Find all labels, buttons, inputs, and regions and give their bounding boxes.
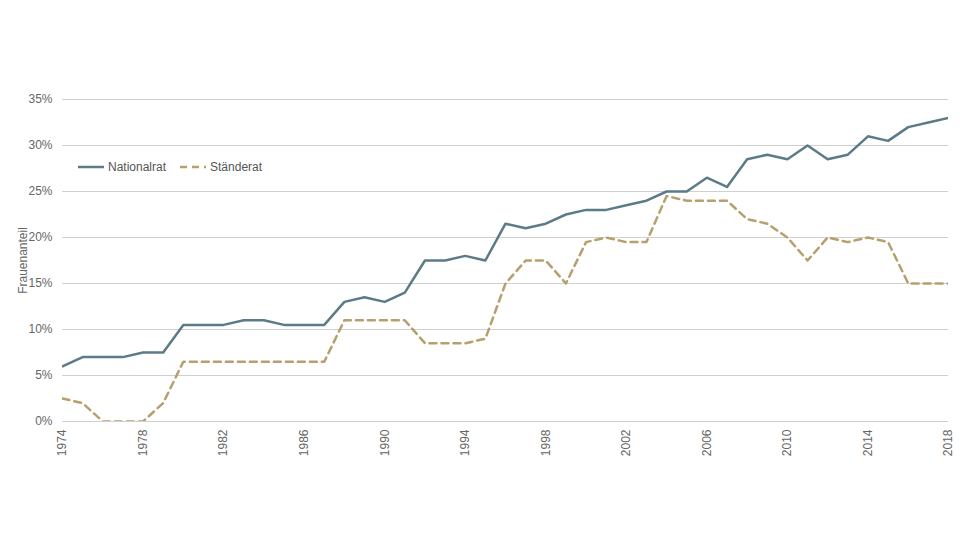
html-text:Nationalrat: Nationalrat xyxy=(108,160,166,174)
svg-text:1990: 1990 xyxy=(378,429,392,456)
svg-text:Frauenanteil: Frauenanteil xyxy=(16,227,30,294)
svg-text:2006: 2006 xyxy=(700,429,714,456)
svg-text:15%: 15% xyxy=(28,276,52,290)
svg-text:25%: 25% xyxy=(28,184,52,198)
html-text:Ständerat: Ständerat xyxy=(210,160,263,174)
svg-text:2010: 2010 xyxy=(780,429,794,456)
svg-text:0%: 0% xyxy=(35,414,53,428)
svg-text:2014: 2014 xyxy=(861,429,875,456)
svg-text:2018: 2018 xyxy=(941,429,955,456)
svg-text:1986: 1986 xyxy=(297,429,311,456)
svg-text:1974: 1974 xyxy=(55,429,69,456)
svg-text:1982: 1982 xyxy=(216,429,230,456)
svg-text:1994: 1994 xyxy=(458,429,472,456)
svg-text:1978: 1978 xyxy=(136,429,150,456)
svg-text:5%: 5% xyxy=(35,368,53,382)
svg-text:10%: 10% xyxy=(28,322,52,336)
svg-text:20%: 20% xyxy=(28,230,52,244)
svg-text:1998: 1998 xyxy=(539,429,553,456)
svg-text:35%: 35% xyxy=(28,92,52,106)
svg-text:30%: 30% xyxy=(28,138,52,152)
svg-text:2002: 2002 xyxy=(619,429,633,456)
